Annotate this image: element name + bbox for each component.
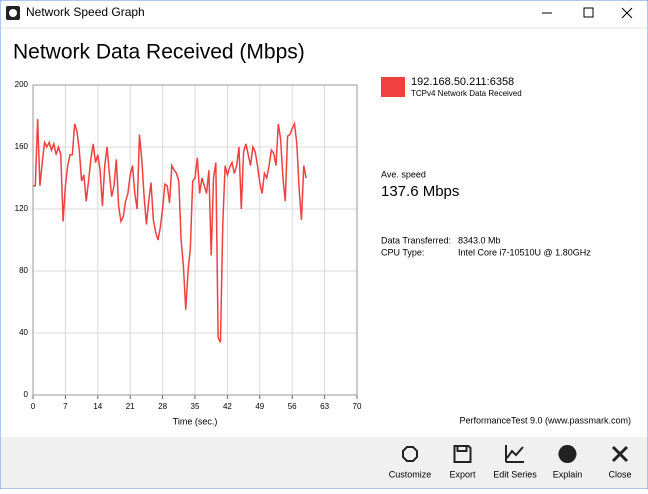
avg-value: 137.6 Mbps — [381, 183, 459, 200]
x-tick-label: 70 — [353, 402, 362, 411]
credit: PerformanceTest 9.0 (www.passmark.com) — [459, 415, 631, 425]
x-axis-label: Time (sec.) — [173, 416, 218, 426]
toolbar-icon — [453, 445, 472, 463]
x-tick-label: 21 — [126, 402, 135, 411]
x-tick-label: 63 — [320, 402, 329, 411]
y-tick-label: 0 — [24, 390, 29, 399]
close-window-button[interactable] — [621, 7, 633, 19]
avg-label: Ave. speed — [381, 169, 426, 179]
legend-swatch — [381, 77, 405, 97]
x-tick-label: 35 — [191, 402, 200, 411]
stat-label: CPU Type: — [381, 247, 424, 257]
stat-label: Data Transferred: — [381, 235, 451, 245]
y-tick-label: 80 — [19, 266, 28, 275]
x-tick-label: 14 — [93, 402, 102, 411]
x-tick-label: 28 — [158, 402, 167, 411]
x-tick-label: 49 — [255, 402, 264, 411]
legend-label: 192.168.50.211:6358 — [411, 76, 514, 88]
toolbar-icon — [611, 445, 629, 463]
x-tick-label: 7 — [63, 402, 68, 411]
toolbar-label: Export — [449, 469, 476, 479]
y-tick-label: 160 — [15, 142, 29, 151]
toolbar-label: Explain — [553, 469, 583, 479]
toolbar-label: Close — [608, 469, 631, 479]
toolbar-icon — [558, 445, 577, 463]
y-tick-label: 200 — [15, 80, 29, 89]
toolbar-icon — [402, 446, 418, 462]
plot-border — [32, 84, 358, 396]
stat-value: Intel Core i7-10510U @ 1.80GHz — [458, 247, 591, 257]
toolbar — [1, 437, 647, 488]
y-tick-label: 40 — [19, 328, 28, 337]
x-tick-label: 56 — [288, 402, 297, 411]
maximize-button[interactable] — [583, 7, 594, 18]
legend-description: TCPv4 Network Data Received — [411, 89, 522, 98]
toolbar-label: Customize — [389, 469, 432, 479]
x-tick-label: 42 — [223, 402, 232, 411]
stat-value: 8343.0 Mb — [458, 235, 501, 245]
app-icon-mark — [9, 9, 17, 17]
data-line — [33, 119, 307, 343]
window-title: Network Speed Graph — [26, 5, 145, 19]
x-tick-label: 0 — [31, 402, 36, 411]
toolbar-icon — [505, 445, 524, 463]
y-tick-label: 120 — [15, 204, 29, 213]
toolbar-label: Edit Series — [493, 469, 537, 479]
chart-title: Network Data Received (Mbps) — [13, 41, 305, 64]
